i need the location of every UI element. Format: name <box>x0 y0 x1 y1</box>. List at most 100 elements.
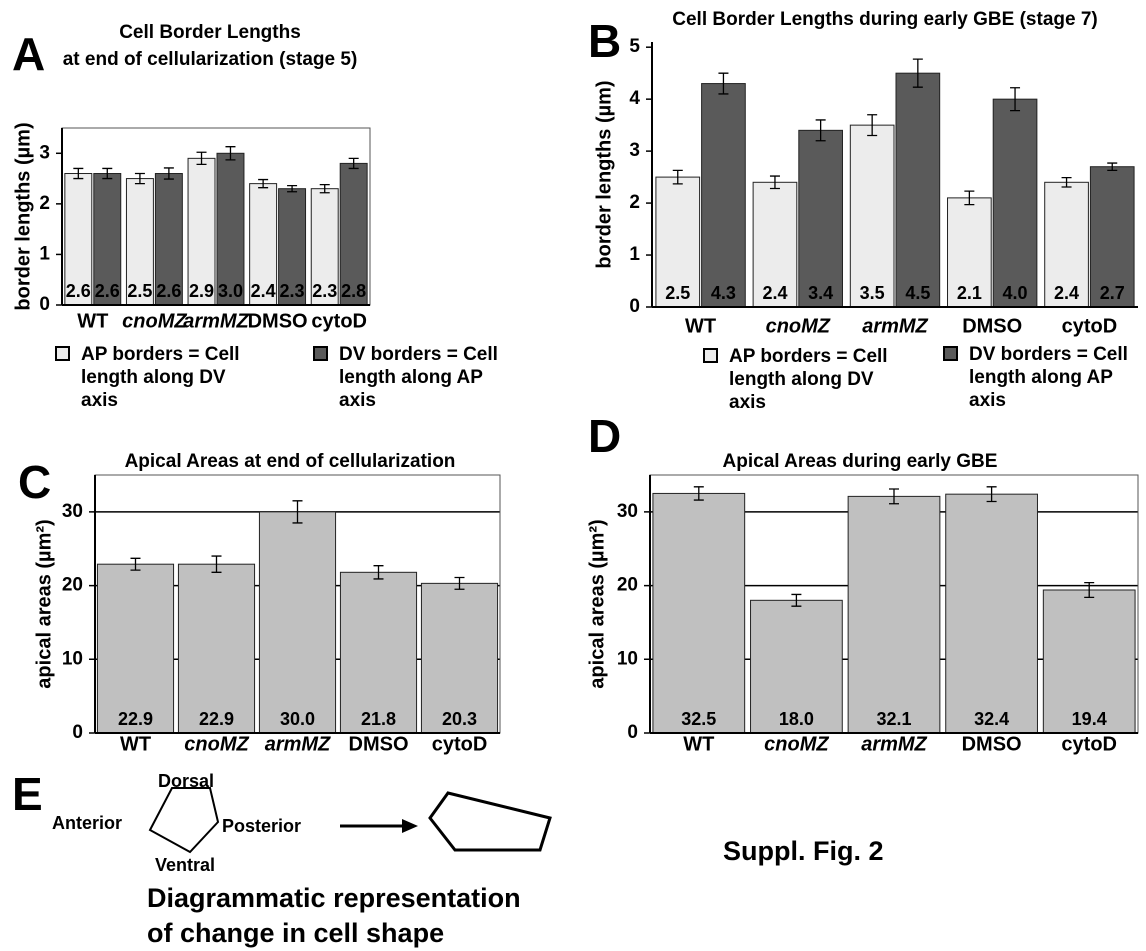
bar <box>187 157 216 306</box>
error-bar <box>1107 162 1118 171</box>
error-bar <box>867 114 878 137</box>
diagram-label: Dorsal <box>158 771 214 791</box>
error-bar <box>348 157 359 170</box>
error-bar <box>225 146 236 161</box>
y-tick-label: 20 <box>617 575 638 596</box>
x-tick-label: cytoD <box>1062 315 1118 337</box>
value-label: 2.4 <box>251 281 276 301</box>
y-tick-label: 0 <box>39 294 50 315</box>
y-tick-label: 20 <box>62 575 83 596</box>
legend-entry: AP borders = Cell length along DV axis <box>55 343 241 412</box>
x-tick-label: cytoD <box>311 310 367 332</box>
y-tick-label: 10 <box>62 648 83 669</box>
legend-label: DV borders = Cell length along AP axis <box>969 344 1128 411</box>
bar <box>339 571 418 734</box>
arrow-head <box>402 819 418 833</box>
value-label: 20.3 <box>442 709 477 729</box>
cell-shape <box>428 791 552 852</box>
value-label: 2.6 <box>95 281 120 301</box>
bar <box>310 188 339 306</box>
error-bar <box>1084 581 1095 599</box>
panel-letter: B <box>588 15 621 67</box>
x-tick-label: armMZ <box>861 733 927 755</box>
error-bar <box>1061 176 1072 188</box>
panel-letter: D <box>588 410 621 462</box>
caption: Diagrammatic representation <box>147 883 521 913</box>
x-tick-label: DMSO <box>349 733 409 755</box>
y-tick-label: 30 <box>62 501 83 522</box>
bar <box>1089 166 1135 308</box>
bar <box>420 582 499 734</box>
error-bar <box>889 488 899 505</box>
value-label: 30.0 <box>280 709 315 729</box>
y-tick-label: 5 <box>629 36 640 57</box>
legend-entry: DV borders = Cell length along AP axis <box>313 343 499 412</box>
y-tick-label: 0 <box>627 722 638 743</box>
error-bar <box>672 169 683 185</box>
y-axis-label: border lengths (µm) <box>12 122 34 310</box>
error-bar <box>791 593 802 607</box>
error-bar <box>964 190 975 206</box>
bar <box>752 181 798 308</box>
value-label: 22.9 <box>199 709 234 729</box>
legend-label: DV borders = Cell length along AP axis <box>339 344 498 411</box>
x-tick-label: armMZ <box>183 310 249 332</box>
error-bar <box>292 500 303 524</box>
value-label: 2.5 <box>127 281 152 301</box>
bar <box>701 83 746 308</box>
x-tick-label: WT <box>120 733 151 755</box>
value-label: 2.6 <box>156 281 181 301</box>
y-tick-label: 30 <box>617 501 638 522</box>
value-label: 21.8 <box>361 709 396 729</box>
value-label: 32.5 <box>681 709 716 729</box>
bar <box>278 188 307 306</box>
x-tick-label: WT <box>77 310 108 332</box>
error-bar <box>1010 87 1021 112</box>
legend-label: AP borders = Cell length along DV axis <box>729 346 888 413</box>
x-tick-label: DMSO <box>962 733 1022 755</box>
value-label: 18.0 <box>779 709 814 729</box>
value-label: 22.9 <box>118 709 153 729</box>
y-axis-label: apical areas (µm²) <box>586 519 608 688</box>
x-tick-label: cnoMZ <box>766 315 831 337</box>
error-bar <box>102 167 113 180</box>
error-bar <box>196 151 207 166</box>
legend-swatch <box>943 346 958 361</box>
bar <box>177 563 256 734</box>
chart-title: Cell Border Lengths <box>119 22 301 43</box>
bar <box>652 492 746 734</box>
bar <box>1044 181 1089 308</box>
legend-swatch <box>703 348 718 363</box>
x-tick-label: DMSO <box>962 315 1022 337</box>
bar <box>992 98 1038 308</box>
value-label: 2.8 <box>341 281 366 301</box>
bar <box>847 495 941 734</box>
chart-title: Apical Areas at end of cellularization <box>125 451 456 472</box>
error-bar <box>693 486 704 501</box>
y-tick-label: 1 <box>39 243 50 264</box>
bar <box>849 124 895 308</box>
caption: of change in cell shape <box>147 918 444 948</box>
bar <box>258 511 337 734</box>
error-bar <box>211 555 222 573</box>
value-label: 4.5 <box>905 283 930 303</box>
value-label: 32.1 <box>876 709 911 729</box>
value-label: 19.4 <box>1072 709 1107 729</box>
value-label: 3.0 <box>218 281 243 301</box>
y-tick-label: 0 <box>72 722 83 743</box>
x-tick-label: cnoMZ <box>184 733 249 755</box>
value-label: 3.4 <box>808 283 833 303</box>
bar <box>249 183 278 306</box>
error-bar <box>130 557 141 571</box>
x-tick-label: armMZ <box>265 733 331 755</box>
bar <box>895 72 941 308</box>
x-tick-label: cnoMZ <box>122 310 187 332</box>
bar <box>339 162 368 306</box>
diagram-label: Anterior <box>52 813 122 833</box>
chart-title: at end of cellularization (stage 5) <box>63 49 358 70</box>
value-label: 2.7 <box>1100 283 1125 303</box>
chart-title: Cell Border Lengths during early GBE (st… <box>672 9 1097 30</box>
panel-letter: E <box>12 768 43 820</box>
